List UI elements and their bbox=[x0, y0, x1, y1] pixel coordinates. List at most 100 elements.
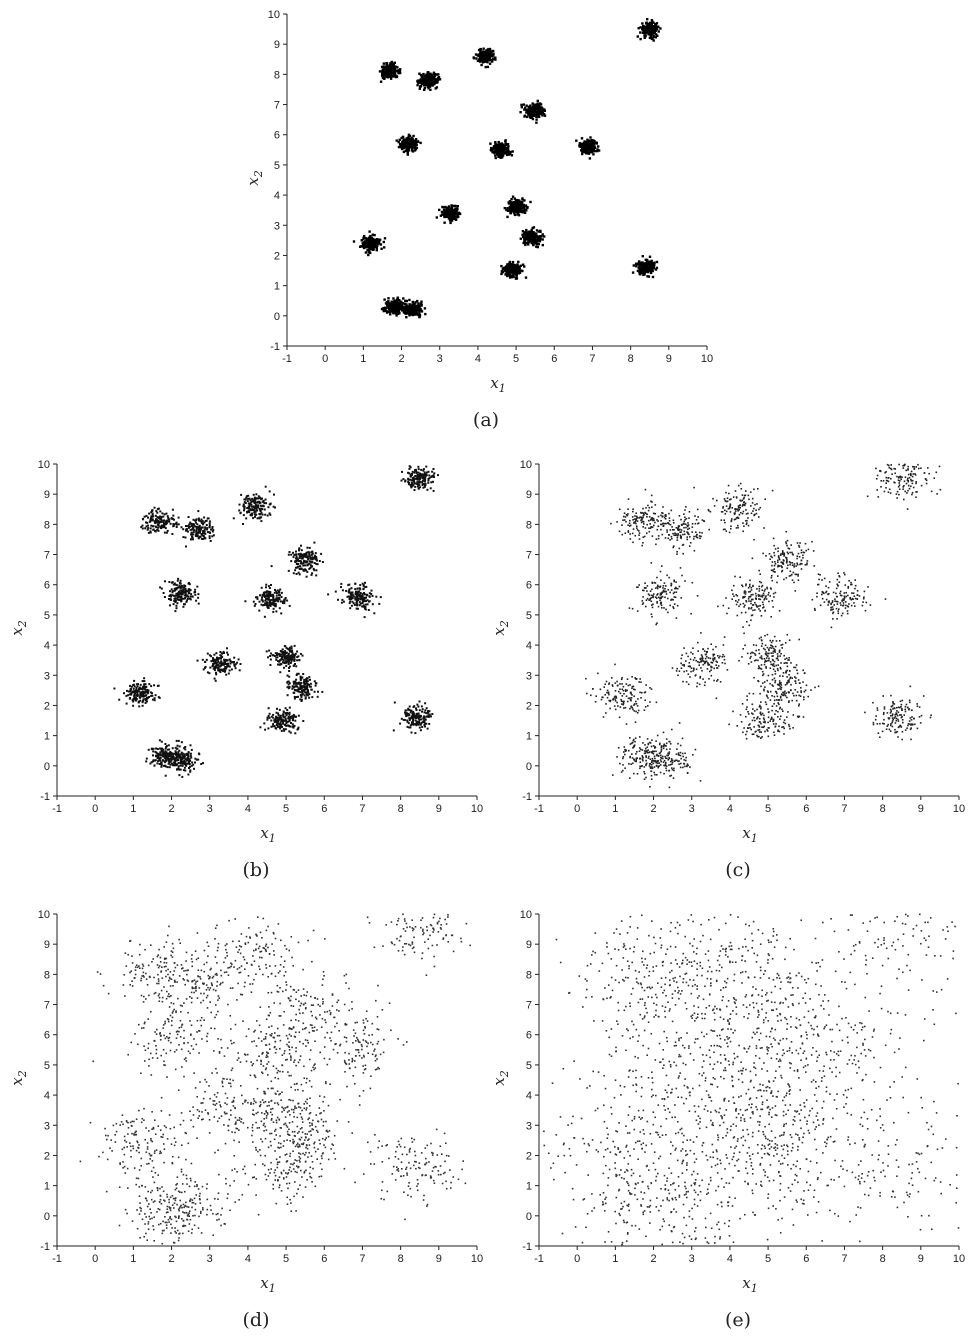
scatter-point bbox=[143, 680, 145, 682]
scatter-point bbox=[280, 601, 282, 603]
scatter-point bbox=[288, 554, 290, 556]
scatter-point bbox=[286, 600, 288, 602]
scatter-point bbox=[206, 524, 208, 526]
scatter-point bbox=[162, 516, 164, 518]
scatter-point bbox=[520, 205, 522, 207]
scatter-point bbox=[290, 650, 292, 652]
scatter-point bbox=[297, 683, 299, 685]
scatter-point bbox=[520, 104, 522, 106]
scatter-point bbox=[282, 654, 284, 656]
scatter-point bbox=[196, 523, 198, 525]
scatter-point bbox=[415, 148, 417, 150]
scatter-point bbox=[204, 537, 206, 539]
scatter-point bbox=[506, 216, 508, 218]
scatter-point bbox=[267, 591, 269, 593]
scatter-point bbox=[160, 527, 162, 529]
scatter-point bbox=[651, 21, 653, 23]
scatter-point bbox=[182, 589, 184, 591]
scatter-point bbox=[650, 29, 652, 31]
scatter-point bbox=[379, 70, 381, 72]
scatter-point bbox=[366, 594, 368, 596]
scatter-point bbox=[496, 150, 498, 152]
scatter-point bbox=[509, 263, 511, 265]
scatter-point bbox=[534, 114, 536, 116]
scatter-point bbox=[353, 240, 355, 242]
scatter-point bbox=[240, 512, 242, 514]
scatter-point bbox=[305, 562, 307, 564]
scatter-point bbox=[639, 31, 641, 33]
scatter-point bbox=[261, 505, 263, 507]
scatter-point bbox=[409, 719, 411, 721]
scatter-point bbox=[414, 475, 416, 477]
scatter-point bbox=[364, 616, 366, 618]
scatter-point bbox=[526, 237, 528, 239]
scatter-point bbox=[449, 215, 451, 217]
scatter-point bbox=[646, 260, 648, 262]
scatter-point bbox=[259, 517, 261, 519]
scatter-point bbox=[480, 48, 482, 50]
scatter-point bbox=[247, 495, 249, 497]
y-tick-label: 6 bbox=[274, 130, 280, 142]
scatter-point bbox=[137, 691, 139, 693]
scatter-point bbox=[454, 205, 456, 207]
scatter-point bbox=[155, 759, 157, 761]
scatter-point bbox=[485, 49, 487, 51]
scatter-point bbox=[189, 522, 191, 524]
scatter-point bbox=[413, 705, 415, 707]
scatter-point bbox=[158, 685, 160, 687]
scatter-point bbox=[535, 118, 537, 120]
scatter-point bbox=[282, 649, 284, 651]
scatter-point bbox=[280, 721, 282, 723]
scatter-point bbox=[166, 522, 168, 524]
scatter-point bbox=[306, 693, 308, 695]
scatter-point bbox=[403, 151, 405, 153]
scatter-point bbox=[487, 66, 489, 68]
scatter-point bbox=[208, 517, 210, 519]
scatter-point bbox=[367, 603, 369, 605]
scatter-point bbox=[440, 215, 442, 217]
scatter-point bbox=[294, 720, 296, 722]
scatter-point bbox=[204, 533, 206, 535]
scatter-point bbox=[153, 684, 155, 686]
scatter-point bbox=[495, 157, 497, 159]
scatter-point bbox=[418, 316, 420, 318]
scatter-point bbox=[155, 518, 157, 520]
scatter-point bbox=[278, 592, 280, 594]
scatter-point bbox=[148, 683, 150, 685]
scatter-point bbox=[151, 516, 153, 518]
scatter-point bbox=[197, 660, 199, 662]
scatter-point bbox=[143, 683, 145, 685]
scatter-point bbox=[362, 601, 364, 603]
scatter-point bbox=[359, 601, 361, 603]
scatter-point bbox=[283, 602, 285, 604]
scatter-point bbox=[491, 60, 493, 62]
scatter-point bbox=[179, 582, 181, 584]
scatter-point bbox=[150, 691, 152, 693]
scatter-point bbox=[158, 525, 160, 527]
scatter-point bbox=[321, 691, 323, 693]
scatter-point bbox=[190, 538, 192, 540]
scatter-point bbox=[188, 590, 190, 592]
scatter-point bbox=[214, 660, 216, 662]
scatter-point bbox=[294, 698, 296, 700]
scatter-point bbox=[256, 497, 258, 499]
scatter-point bbox=[456, 208, 458, 210]
scatter-point bbox=[123, 692, 125, 694]
scatter-point bbox=[206, 527, 208, 529]
scatter-point bbox=[363, 235, 365, 237]
scatter-point bbox=[276, 708, 278, 710]
scatter-point bbox=[285, 713, 287, 715]
scatter-point bbox=[281, 592, 283, 594]
scatter-point bbox=[502, 271, 504, 273]
scatter-point bbox=[178, 523, 180, 525]
scatter-point bbox=[181, 526, 183, 528]
scatter-point bbox=[364, 608, 366, 610]
scatter-point bbox=[156, 762, 158, 764]
scatter-point bbox=[152, 750, 154, 752]
scatter-point bbox=[368, 238, 370, 240]
scatter-point bbox=[159, 759, 161, 761]
scatter-point bbox=[287, 694, 289, 696]
scatter-point bbox=[361, 239, 363, 241]
scatter-point bbox=[486, 61, 488, 63]
scatter-point bbox=[311, 696, 313, 698]
